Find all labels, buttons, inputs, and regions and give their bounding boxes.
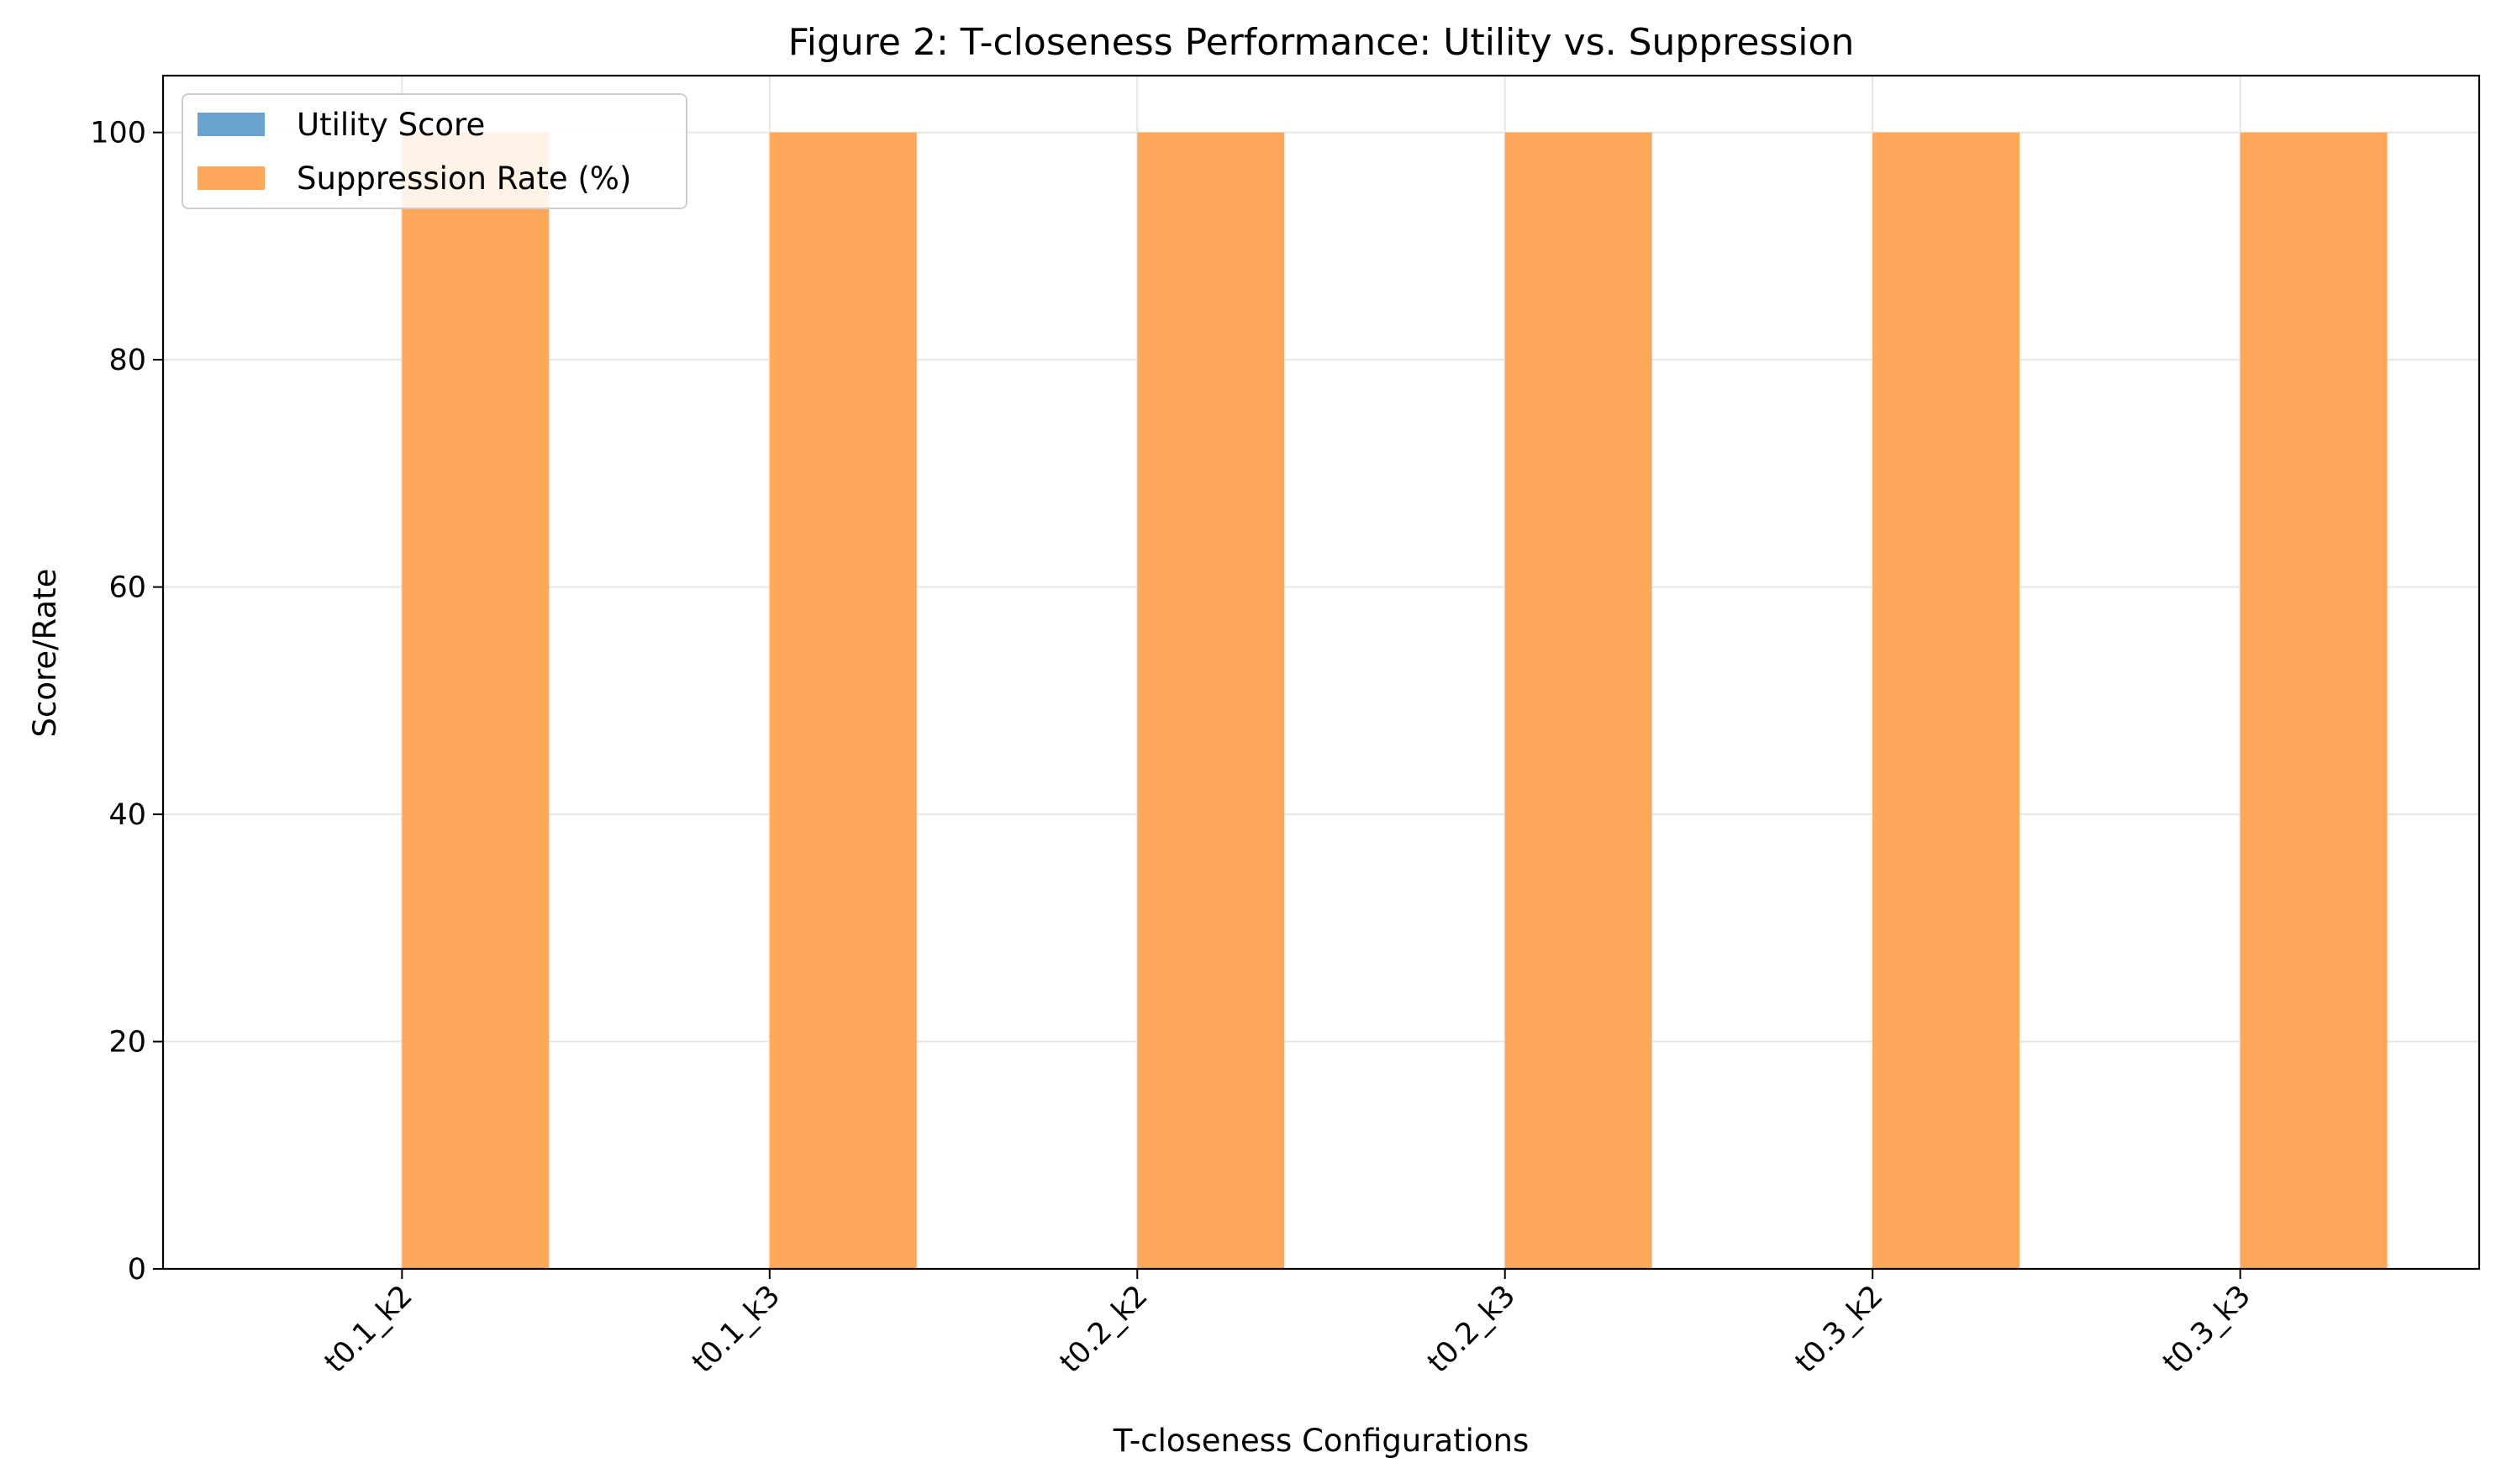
suppression-rate-bar: [1137, 132, 1285, 1270]
y-tick-label: 100: [90, 117, 146, 150]
suppression-rate-bar: [2240, 132, 2388, 1270]
legend-frame: [182, 93, 687, 209]
x-tick-label: t0.3_k2: [1789, 1279, 1890, 1380]
y-tick-label: 20: [108, 1026, 146, 1060]
suppression-rate-bar: [402, 132, 550, 1270]
x-tick-label: t0.2_k3: [1421, 1279, 1522, 1380]
y-tick-label: 60: [108, 571, 146, 605]
chart-title: Figure 2: T-closeness Performance: Utili…: [788, 21, 1855, 64]
y-tick-label: 40: [108, 798, 146, 832]
x-tick-label: t0.3_k3: [2156, 1279, 2257, 1380]
y-tick-label: 80: [108, 344, 146, 377]
x-tick-label: t0.2_k2: [1054, 1279, 1155, 1380]
x-axis-title: T-closeness Configurations: [1113, 1423, 1530, 1459]
y-axis-title: Score/Rate: [27, 569, 63, 738]
y-tick-label: 0: [128, 1253, 146, 1287]
axes-layer: [161, 74, 2481, 1271]
legend-swatch-utility: [197, 113, 265, 136]
legend-label-suppression: Suppression Rate (%): [297, 161, 631, 197]
bars-layer: [402, 132, 2388, 1270]
suppression-rate-bar: [1504, 132, 1652, 1270]
x-tick-label: t0.1_k2: [319, 1279, 419, 1380]
plot-frame: [161, 74, 2481, 1271]
x-tick-label: t0.1_k3: [686, 1279, 787, 1380]
suppression-rate-bar: [769, 132, 917, 1270]
legend-swatch-suppression: [197, 166, 265, 190]
legend-label-utility: Utility Score: [297, 107, 485, 143]
legend: Utility Score Suppression Rate (%): [182, 93, 687, 209]
suppression-rate-bar: [1872, 132, 2020, 1270]
